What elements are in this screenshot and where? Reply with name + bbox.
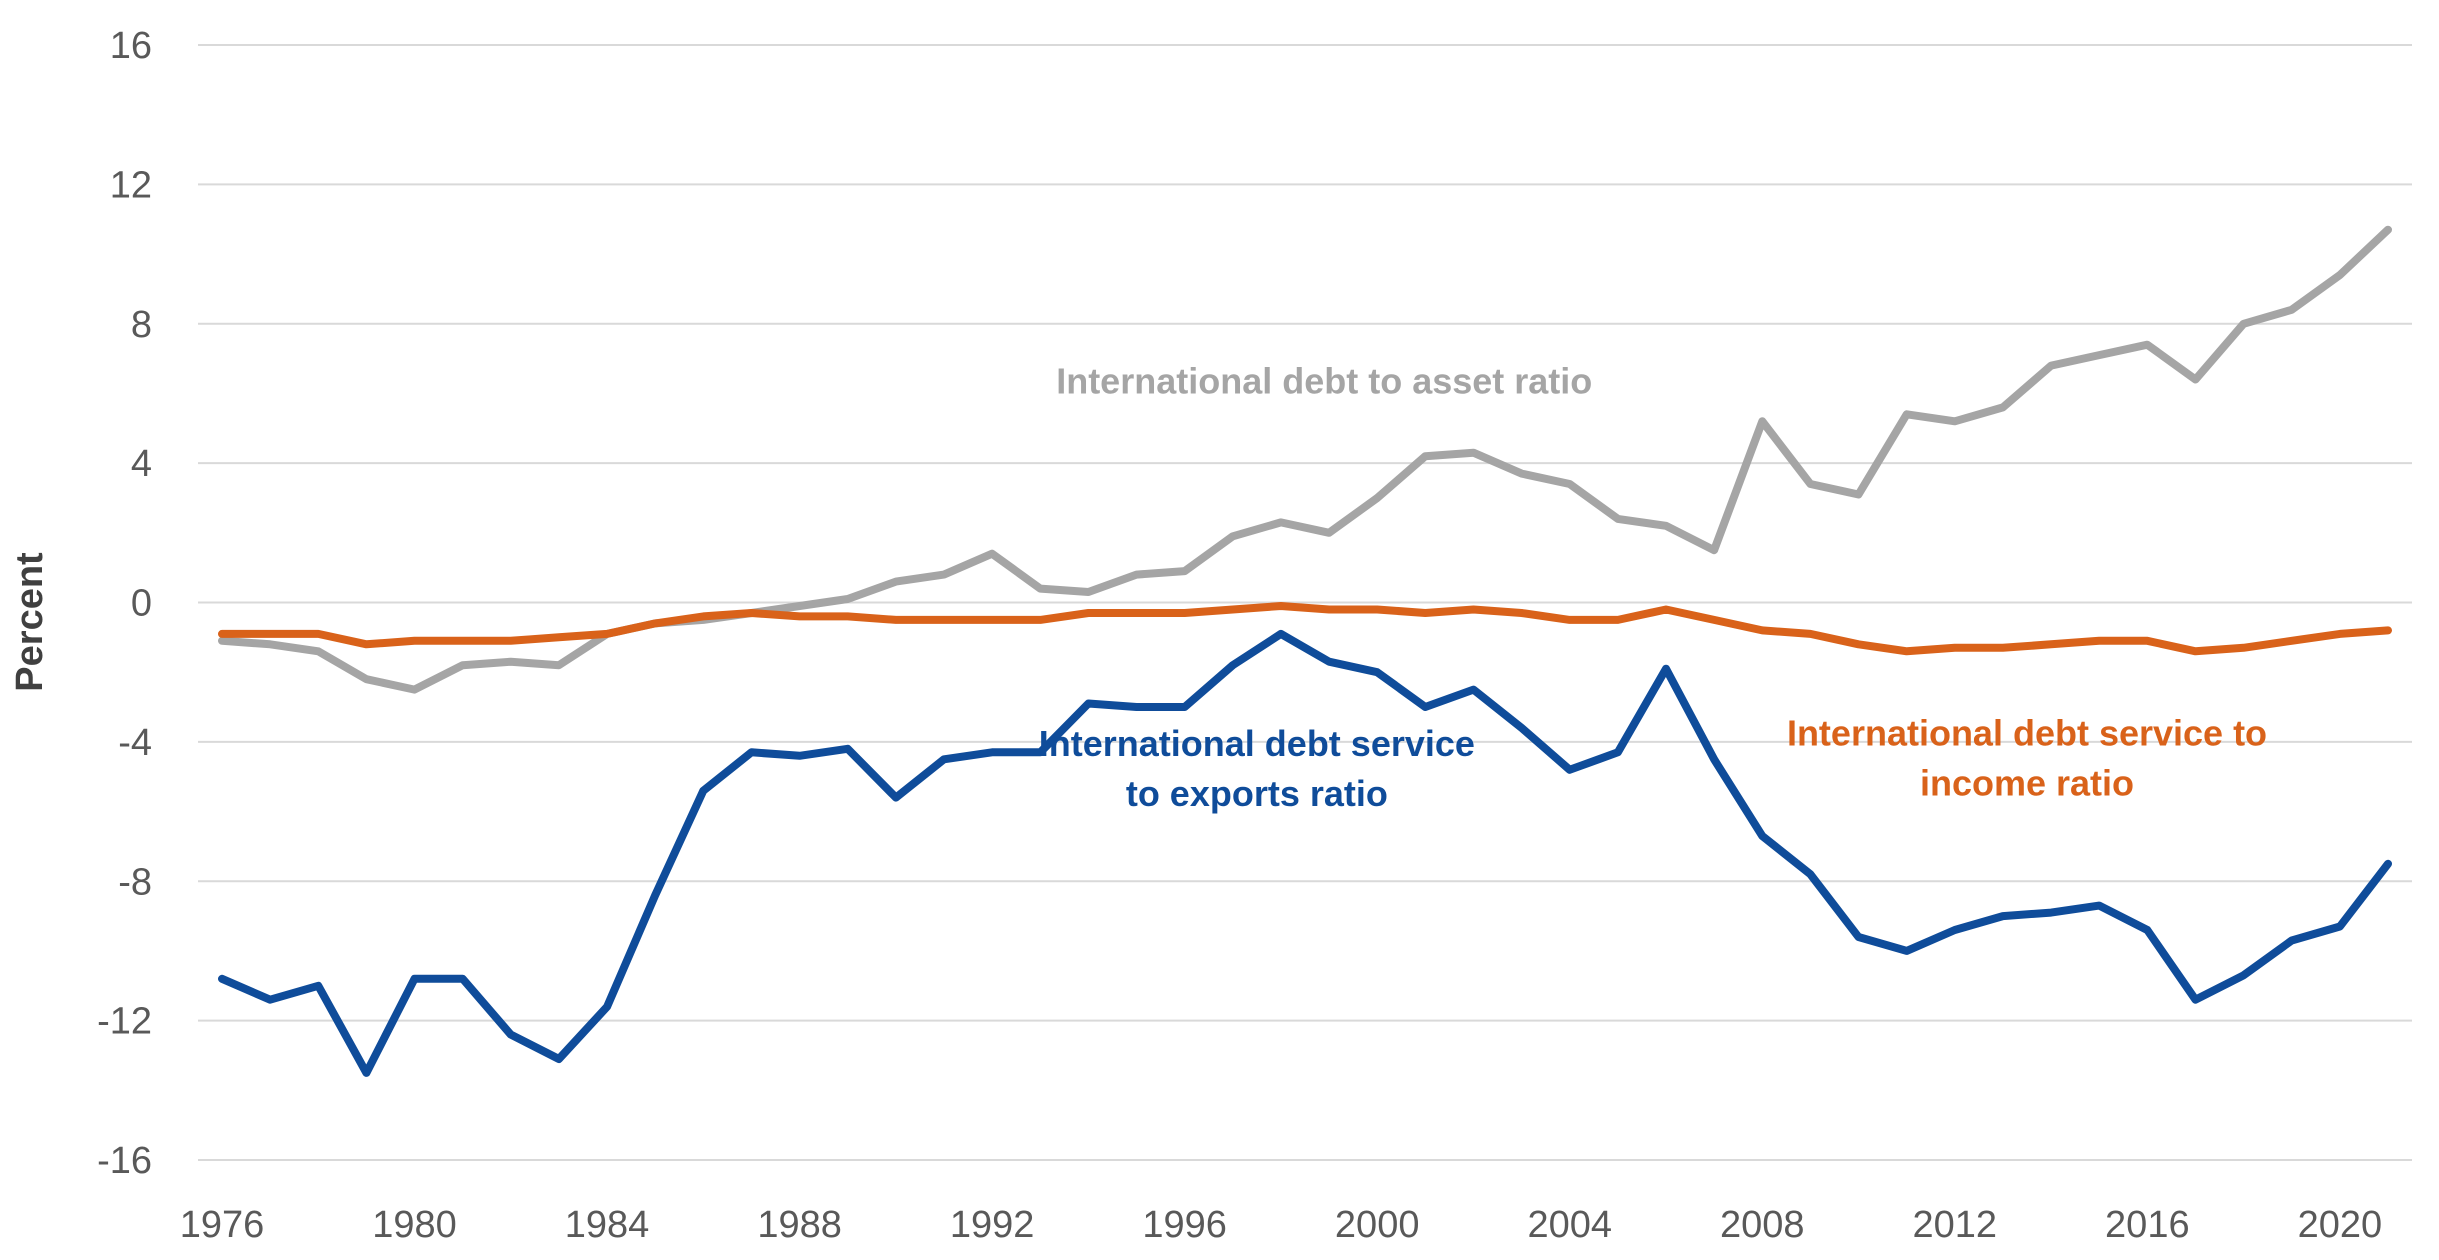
y-tick-label: -12 — [97, 1001, 152, 1043]
x-tick-label: 1992 — [950, 1204, 1035, 1246]
series-label-1: International debt service to income rati… — [1787, 712, 2267, 803]
x-tick-label: 2000 — [1335, 1204, 1420, 1246]
y-tick-label: 4 — [131, 443, 152, 485]
y-tick-label: -8 — [118, 861, 152, 903]
series-label-line: to exports ratio — [1126, 773, 1388, 814]
y-tick-label: 16 — [110, 25, 152, 67]
x-tick-label: 1996 — [1142, 1204, 1227, 1246]
y-tick-label: -16 — [97, 1140, 152, 1182]
y-tick-label: 0 — [131, 583, 152, 625]
x-tick-label: 2008 — [1720, 1204, 1805, 1246]
series-label-line: International debt to asset ratio — [1056, 360, 1592, 401]
x-tick-label: 1984 — [565, 1204, 650, 1246]
y-axis-ticks: 16 12 8 4 0 -4 -8 -12 -16 — [97, 25, 152, 1182]
y-tick-label: 8 — [131, 304, 152, 346]
series-labels: International debt to asset ratio Interna… — [1039, 360, 2267, 813]
series-line-0 — [218, 225, 2392, 694]
series-line-2 — [218, 629, 2392, 1077]
x-tick-label: 1988 — [757, 1204, 842, 1246]
series-label-line: International debt service to — [1787, 712, 2267, 753]
x-tick-label: 1976 — [180, 1204, 265, 1246]
series-label-0: International debt to asset ratio — [1056, 360, 1592, 401]
x-axis-ticks: 1976 1980 1984 1988 1992 1996 2000 2004 2008 2012… — [180, 1204, 2382, 1246]
gridlines — [198, 44, 2412, 1161]
x-tick-label: 2004 — [1527, 1204, 1612, 1246]
y-axis-title: Percent — [9, 552, 51, 692]
y-tick-label: -4 — [118, 722, 152, 764]
series-label-2: International debt service to exports rat… — [1039, 723, 1475, 814]
x-tick-label: 2012 — [1913, 1204, 1998, 1246]
series-line-1 — [218, 602, 2392, 656]
x-tick-label: 1980 — [372, 1204, 457, 1246]
x-tick-label: 2016 — [2105, 1204, 2190, 1246]
y-tick-label: 12 — [110, 164, 152, 206]
series-label-line: International debt service — [1039, 723, 1475, 764]
series-lines — [218, 225, 2392, 1077]
series-label-line: income ratio — [1920, 762, 2134, 803]
x-tick-label: 2020 — [2298, 1204, 2383, 1246]
